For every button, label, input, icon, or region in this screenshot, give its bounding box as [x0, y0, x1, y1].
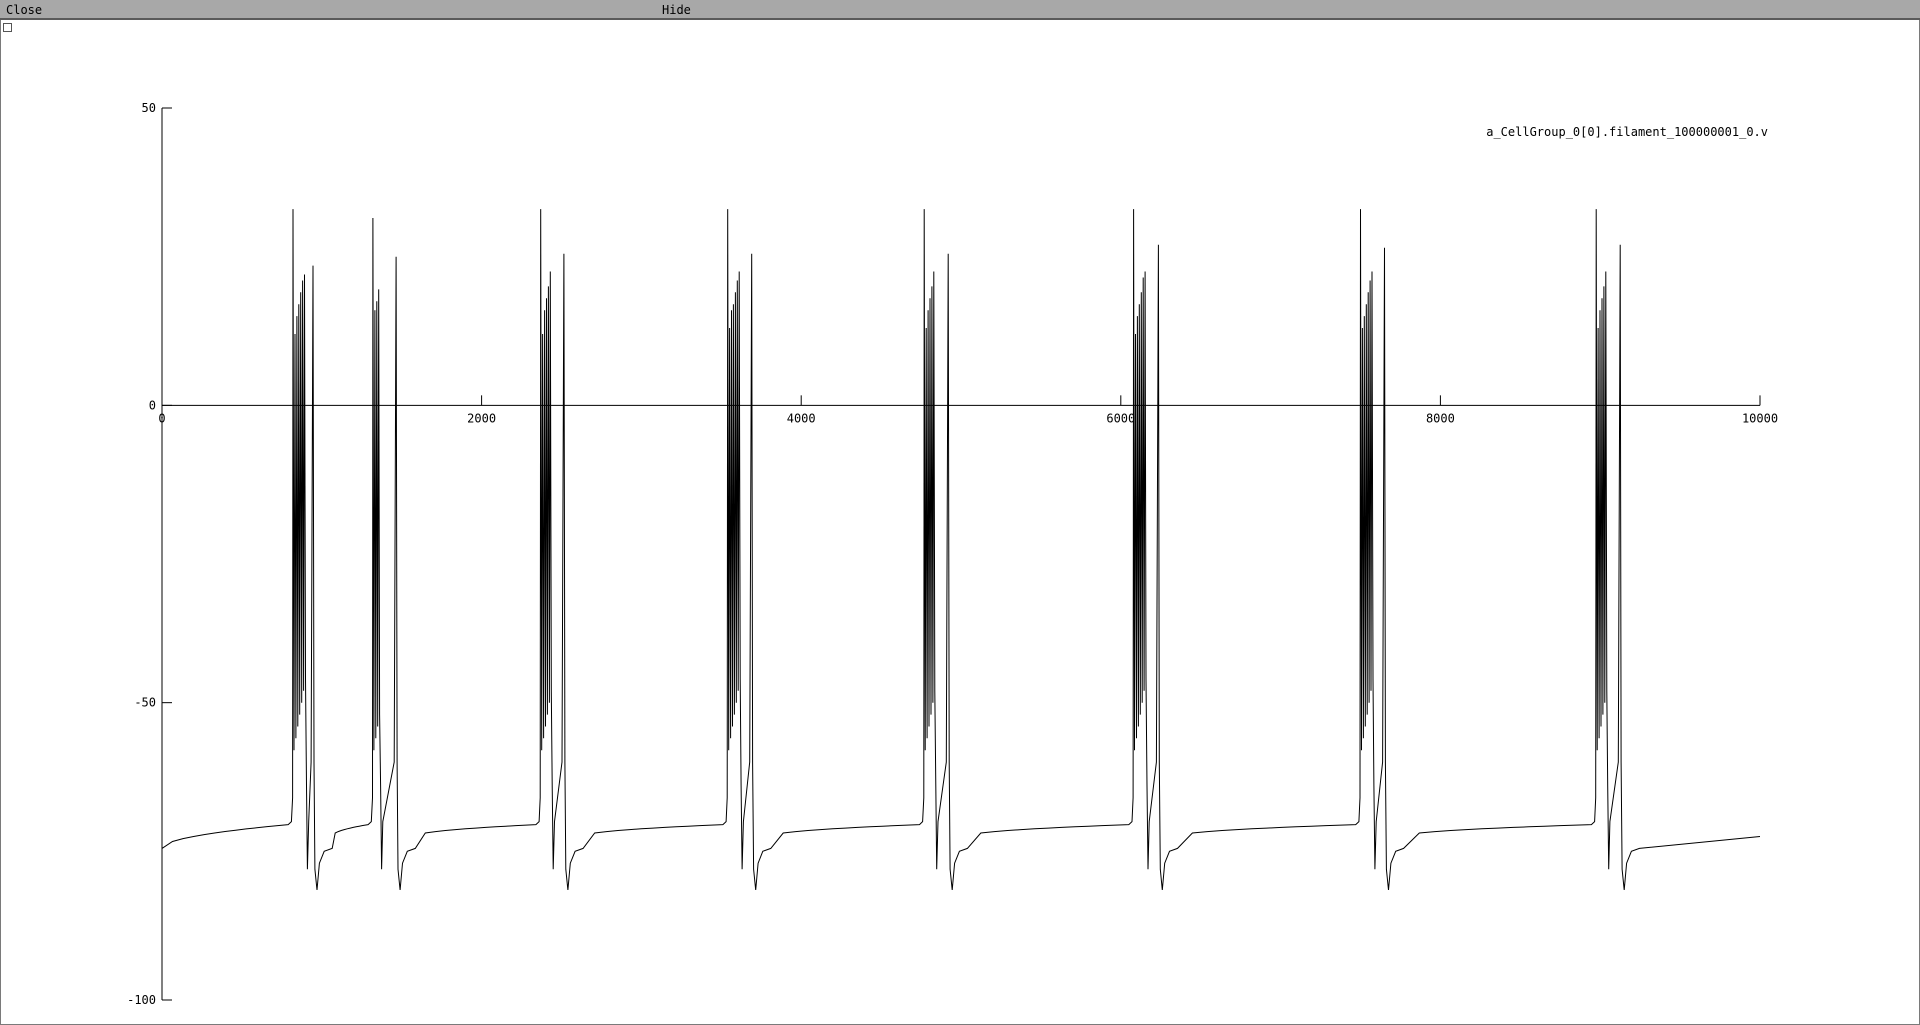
x-tick-label: 6000 [1106, 411, 1135, 425]
x-tick-label: 0 [158, 411, 165, 425]
window-menubar: Close Hide [0, 0, 1920, 20]
x-tick-label: 10000 [1742, 411, 1778, 425]
x-tick-label: 8000 [1426, 411, 1455, 425]
plot-axes: 50 0 -50 -100 0 2000 4000 6000 8000 10000 [127, 101, 1778, 1007]
hide-button[interactable]: Hide [662, 3, 691, 17]
y-tick-label: 50 [142, 101, 156, 115]
close-button[interactable]: Close [6, 3, 43, 17]
x-tick-label: 4000 [787, 411, 816, 425]
y-tick-label: 0 [149, 398, 156, 412]
voltage-trace-line [161, 209, 1761, 891]
legend-label: a_CellGroup_0[0].filament_100000001_0.v [1486, 125, 1768, 139]
x-tick-label: 2000 [467, 411, 496, 425]
y-tick-label: -100 [127, 993, 156, 1007]
y-tick-label: -50 [134, 696, 156, 710]
voltage-trace-group [161, 209, 1761, 891]
graph-checkbox[interactable] [3, 23, 12, 32]
